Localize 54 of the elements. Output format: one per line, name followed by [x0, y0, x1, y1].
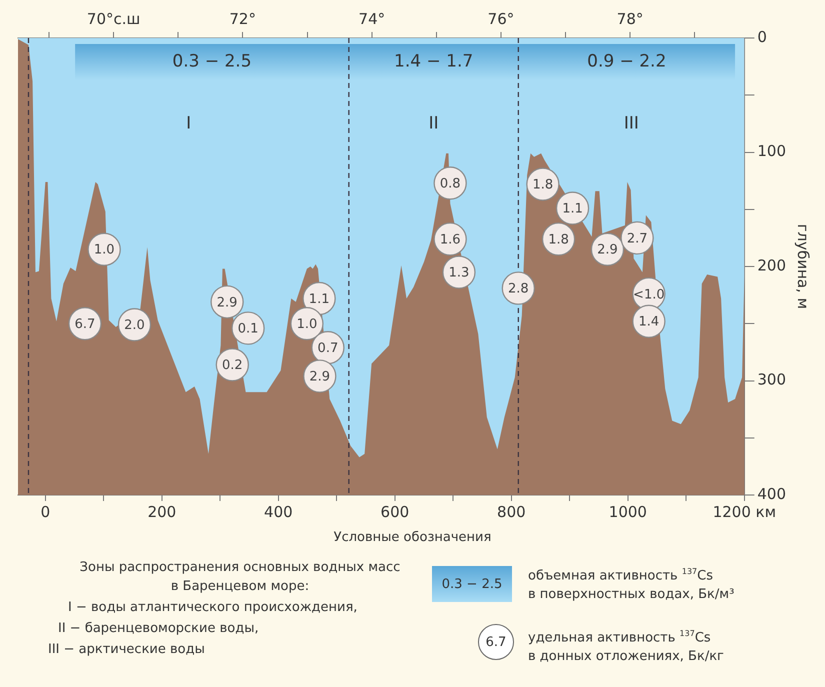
x-tick-label: 1000 — [608, 502, 647, 521]
y-tick-label: 200 — [757, 256, 786, 274]
annotation: 1.4 — [638, 314, 660, 330]
annotation: 0.1 — [238, 322, 258, 337]
x2-tick-label: 72° — [229, 10, 256, 28]
x-tick-label: 800 — [497, 502, 526, 521]
x-tick-label: 0 — [40, 502, 50, 521]
annotation: 2.0 — [124, 318, 145, 334]
circle-symbol: 6.7 — [478, 624, 514, 660]
x-tick-label: 400 — [264, 502, 293, 521]
gradient-swatch: 0.3 − 2.5 — [432, 566, 512, 602]
y-tick-label: 100 — [757, 142, 786, 160]
text: II − баренцевоморские воды, — [58, 620, 260, 638]
y-tick-label: 0 — [757, 28, 767, 46]
band-label: 0.3 − 2.5 — [172, 51, 252, 72]
annotation: 2.8 — [508, 282, 529, 297]
text: I − воды атлантического происхождения, — [68, 599, 358, 617]
text: объемная активность $^{137}$Cs в поверхностных водах, Бк/м³ — [528, 566, 736, 604]
text: Условные обозначения — [332, 529, 492, 547]
y-tick-label: 300 — [757, 370, 786, 389]
annotation: 2.9 — [309, 370, 330, 385]
x-tick-label: 600 — [380, 502, 410, 521]
annotation: 1.1 — [308, 292, 330, 307]
annotation: 1.0 — [94, 242, 115, 258]
annotation: 1.0 — [296, 317, 318, 332]
y-axis-title: глубина, м — [794, 224, 812, 310]
annotation: 2.9 — [216, 295, 238, 310]
annotation: 2.9 — [597, 242, 618, 258]
annotation: I — [186, 113, 192, 134]
annotation: 0.2 — [222, 358, 243, 374]
annotation: 1.1 — [562, 202, 583, 217]
annotation: 1.6 — [440, 232, 461, 248]
annotation: 6.7 — [74, 317, 96, 332]
band-label: 1.4 − 1.7 — [394, 51, 474, 72]
annotation: 0.7 — [318, 340, 338, 356]
text: удельная активность $^{137}$Cs в донных отложениях, Бк/кг — [528, 628, 725, 666]
x2-tick-label: 74° — [358, 10, 386, 28]
annotation: <1.0 — [633, 287, 665, 302]
annotation: 2.7 — [626, 231, 648, 246]
y-tick-label: 400 — [757, 484, 786, 503]
band-label: 0.9 − 2.2 — [587, 51, 666, 72]
x2-tick-label: 76° — [488, 10, 514, 28]
annotation: III — [624, 113, 639, 134]
annotation: II — [428, 113, 439, 134]
text: III − арктические воды — [48, 641, 206, 659]
x-tick-label: 200 — [148, 502, 176, 521]
annotation: 1.3 — [448, 266, 470, 281]
text: Зоны распространения основных водных масс в Баренцевом море: — [78, 559, 402, 596]
annotation: 1.8 — [548, 232, 569, 248]
x2-tick-label: 78° — [616, 10, 644, 28]
annotation: 1.8 — [532, 178, 554, 193]
annotation: 0.8 — [440, 176, 461, 192]
x2-tick-label: 70°с.ш — [86, 10, 140, 28]
x-tick-label: 1200 км — [712, 502, 776, 521]
